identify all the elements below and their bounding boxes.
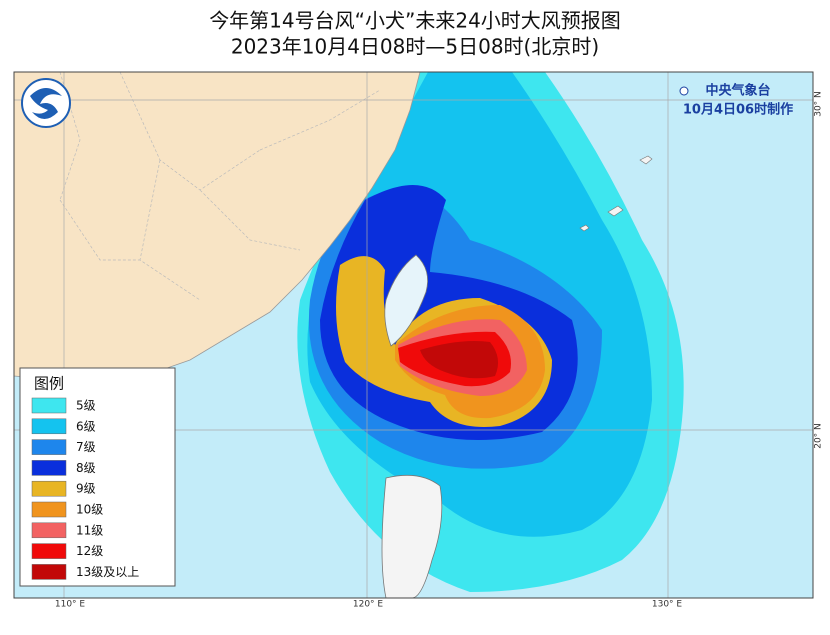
legend: 图例 5级 6级 7级 8级 9级 10级 11级 12级 13级及以上 (19, 367, 176, 587)
luzon (381, 474, 443, 598)
province-borders (59, 72, 381, 301)
legend-label: 7级 (76, 440, 96, 454)
longitude-label: 130° E (652, 600, 683, 610)
legend-label: 13级及以上 (76, 565, 139, 579)
agency-made: 10月4日06时制作 (683, 102, 793, 118)
legend-swatch (31, 564, 67, 580)
legend-label: 5级 (76, 399, 96, 413)
legend-swatch (31, 501, 67, 518)
axis-labels: 110° E 120° E 130° E 30° N 20° N (55, 91, 824, 609)
latitude-label: 20° N (814, 423, 824, 449)
latitude-label: 30° N (814, 91, 824, 117)
legend-label: 9级 (76, 482, 96, 496)
islands (579, 155, 653, 232)
legend-swatch (31, 480, 67, 497)
longitude-label: 110° E (55, 600, 86, 610)
legend-label: 11级 (76, 523, 103, 537)
legend-swatch (31, 418, 67, 435)
legend-swatch (31, 522, 67, 539)
legend-label: 8级 (76, 461, 96, 475)
legend-label: 6级 (76, 419, 96, 433)
taiwan (384, 254, 429, 347)
agency-marker (679, 86, 689, 96)
legend-swatch (31, 397, 67, 414)
map-frame (13, 71, 814, 599)
map (14, 72, 813, 598)
title: 今年第14号台风“小犬”未来24小时大风预报图 (209, 9, 621, 33)
legend-swatch (31, 543, 67, 559)
agency-name: 中央气象台 (705, 83, 770, 99)
legend-label: 10级 (76, 503, 103, 517)
longitude-label: 120° E (353, 600, 384, 610)
legend-swatch (31, 439, 67, 455)
subtitle: 2023年10月4日08时—5日08时(北京时) (231, 35, 599, 59)
logo (21, 78, 71, 128)
legend-swatch (31, 460, 67, 476)
wind-zone (420, 341, 499, 379)
legend-items: 5级 6级 7级 8级 9级 10级 11级 12级 13级及以上 (31, 397, 139, 580)
legend-title: 图例 (34, 375, 64, 393)
legend-label: 12级 (76, 544, 103, 558)
wind-zones (297, 72, 684, 592)
